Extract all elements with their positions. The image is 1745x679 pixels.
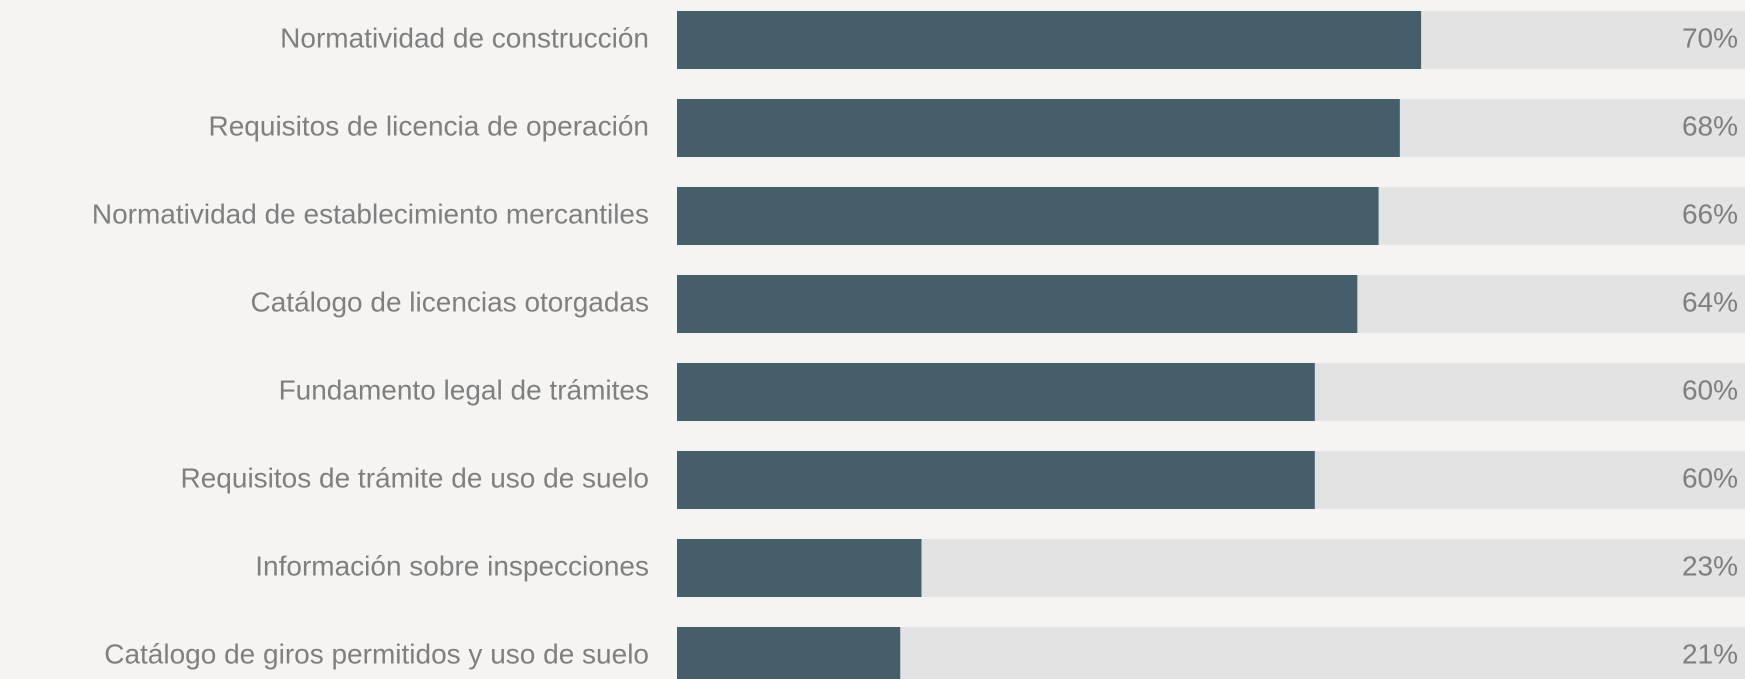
category-label: Normatividad de construcción — [280, 22, 649, 53]
value-label: 68% — [1682, 110, 1738, 141]
category-label: Normatividad de establecimiento mercanti… — [92, 198, 649, 229]
category-label: Fundamento legal de trámites — [279, 374, 649, 405]
value-label: 66% — [1682, 198, 1738, 229]
bar — [677, 451, 1315, 509]
value-label: 23% — [1682, 550, 1738, 581]
bar — [677, 187, 1379, 245]
value-label: 60% — [1682, 462, 1738, 493]
value-label: 70% — [1682, 22, 1738, 53]
bar — [677, 99, 1400, 157]
value-label: 21% — [1682, 638, 1738, 669]
value-label: 64% — [1682, 286, 1738, 317]
bar — [677, 627, 901, 679]
category-label: Información sobre inspecciones — [255, 550, 649, 581]
category-label: Requisitos de licencia de operación — [209, 110, 650, 141]
bar — [677, 363, 1315, 421]
category-label: Requisitos de trámite de uso de suelo — [181, 462, 650, 493]
category-label: Catálogo de licencias otorgadas — [251, 286, 649, 317]
bar — [677, 275, 1358, 333]
value-label: 60% — [1682, 374, 1738, 405]
bar — [677, 11, 1422, 69]
bar — [677, 539, 922, 597]
category-label: Catálogo de giros permitidos y uso de su… — [104, 638, 649, 669]
